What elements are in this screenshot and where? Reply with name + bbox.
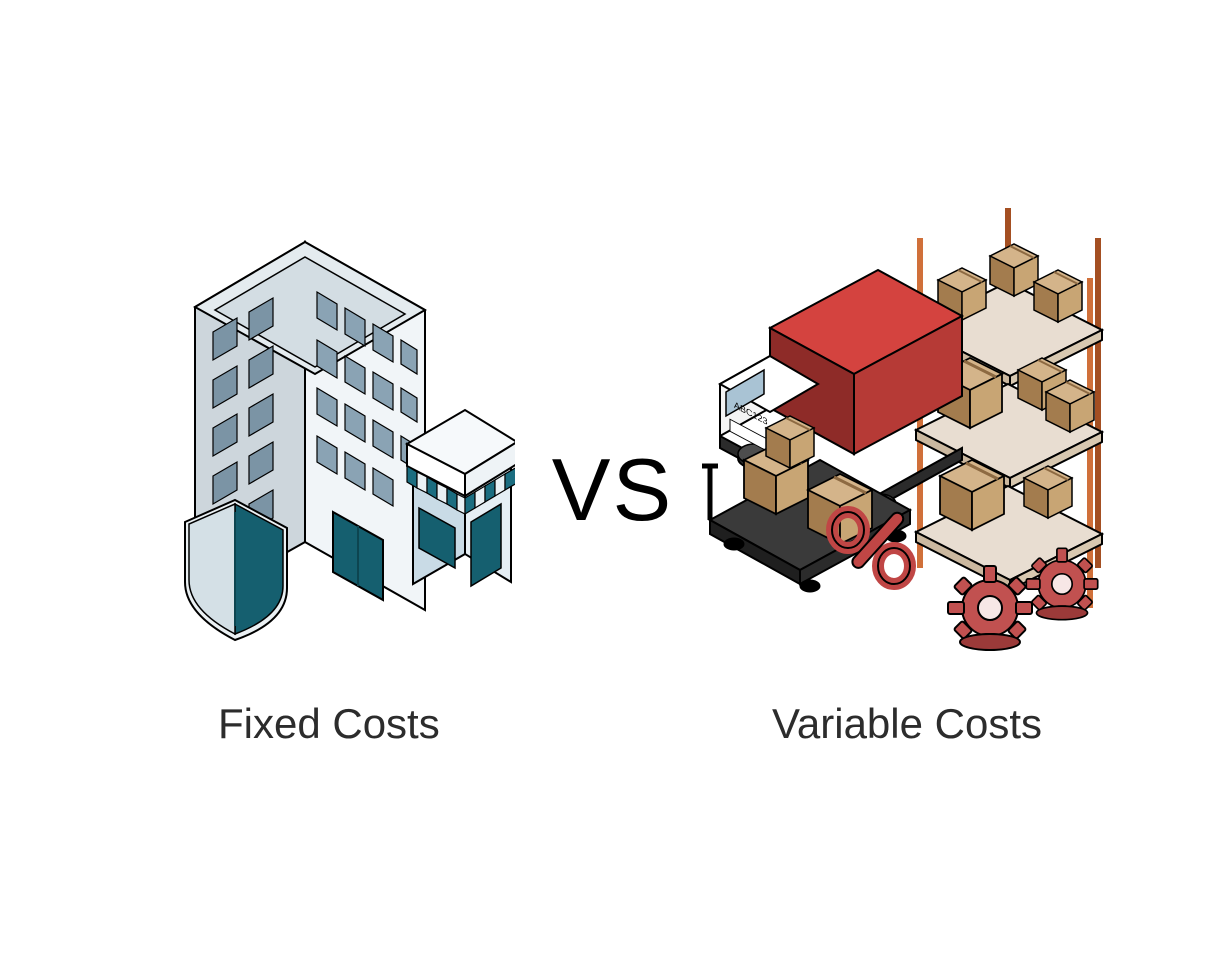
variable-costs-label: Variable Costs: [772, 700, 1042, 748]
gear-icon: [948, 566, 1032, 650]
fixed-costs-label: Fixed Costs: [218, 700, 440, 748]
fixed-costs-illustration: [155, 212, 515, 642]
vs-label: VS: [552, 439, 673, 541]
gear-icon: [1026, 548, 1097, 619]
storefront-icon: [407, 410, 515, 586]
variable-costs-illustration: ABC123: [690, 208, 1120, 658]
infographic-stage: ABC123: [0, 0, 1225, 980]
shield-icon: [185, 500, 287, 640]
warehouse-svg: ABC123: [690, 208, 1120, 658]
building-svg: [155, 212, 515, 642]
